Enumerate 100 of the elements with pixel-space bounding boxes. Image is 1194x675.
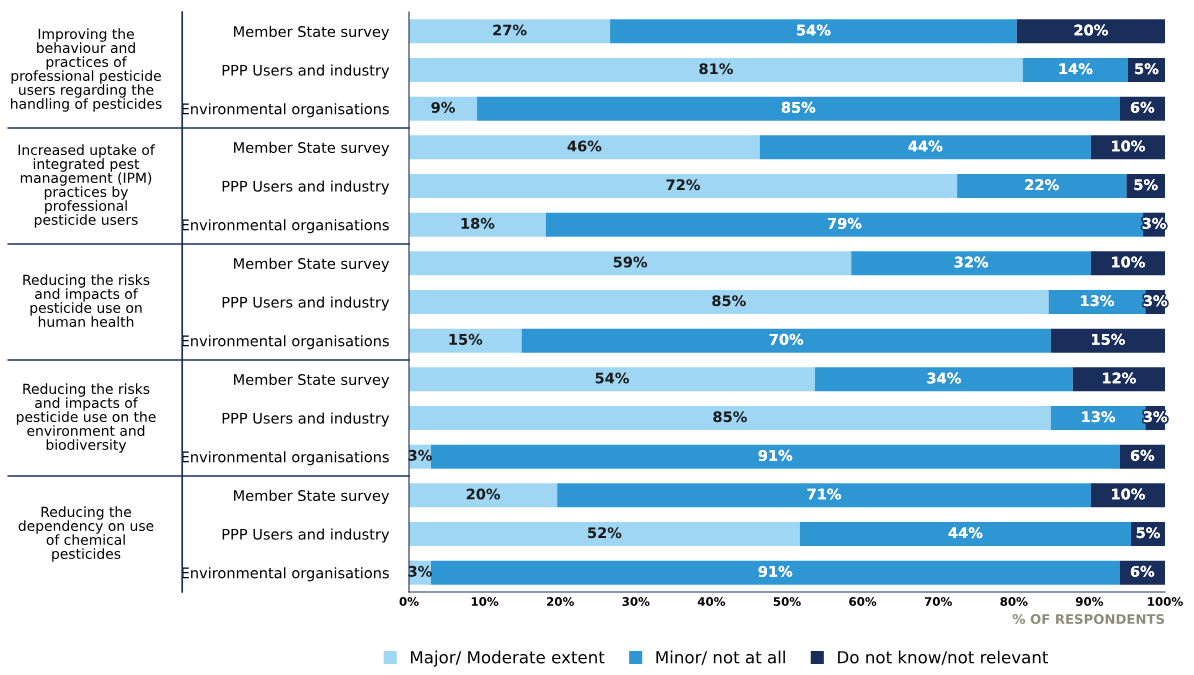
bar <box>409 522 800 546</box>
data-label: 85% <box>713 411 747 423</box>
y-tick-label: Environmental organisations <box>182 567 389 582</box>
data-label: 20% <box>466 488 501 500</box>
data-label: 54% <box>595 372 629 384</box>
data-label: 91% <box>758 565 793 577</box>
data-label: 10% <box>1112 256 1145 268</box>
bar <box>759 135 1091 160</box>
data-label: 15% <box>449 333 483 345</box>
bar <box>814 367 1073 392</box>
y-tick-label: PPP Users and industry <box>222 64 390 79</box>
x-tick-label: 50% <box>773 597 801 606</box>
bar <box>799 522 1131 546</box>
bar <box>409 135 760 160</box>
data-label: 85% <box>712 295 746 307</box>
y-tick-label: PPP Users and industry <box>222 180 390 195</box>
y-tick-label: Member State survey <box>234 257 390 272</box>
y-tick-label: Environmental organisations <box>182 451 389 466</box>
data-label: 13% <box>1081 295 1114 307</box>
bar <box>409 367 815 392</box>
y-tick-label: PPP Users and industry <box>222 412 390 427</box>
bar <box>409 251 852 276</box>
bar <box>409 212 546 237</box>
x-tick-label: 90% <box>1075 597 1104 606</box>
data-label: 70% <box>769 333 804 345</box>
data-label: 15% <box>1092 333 1125 345</box>
data-label: 54% <box>797 24 831 36</box>
data-label: 81% <box>699 63 733 75</box>
x-tick-label: 10% <box>471 597 499 606</box>
data-label: 9% <box>431 101 455 113</box>
data-label: 52% <box>588 527 622 539</box>
bar <box>521 328 1051 353</box>
x-tick-label: 20% <box>547 597 574 606</box>
y-tick-label: Environmental organisations <box>182 219 389 234</box>
x-tick-label: 40% <box>697 597 726 606</box>
bar <box>409 406 1051 430</box>
data-label: 71% <box>807 488 842 500</box>
bar <box>409 483 558 508</box>
text: Reducing the risks and impacts of pesticide use on human health <box>23 274 150 327</box>
bar <box>409 58 1023 82</box>
data-label: 27% <box>493 24 527 36</box>
bar <box>430 444 1120 469</box>
x-tick-label: 60% <box>849 597 877 606</box>
legend-label: Major/ Moderate extent <box>411 650 605 667</box>
bar <box>409 96 478 121</box>
bar <box>610 19 1017 44</box>
y-tick-label: Member State survey <box>234 141 390 156</box>
y-tick-label: Member State survey <box>234 25 390 40</box>
bar <box>545 212 1144 237</box>
data-label: 72% <box>666 179 701 191</box>
y-tick-label: Member State survey <box>234 489 390 504</box>
data-label: 5% <box>1135 63 1159 75</box>
bar <box>409 19 611 44</box>
y-tick-label: PPP Users and industry <box>222 296 390 311</box>
data-label: 79% <box>827 217 862 229</box>
data-label: 10% <box>1112 140 1145 152</box>
data-label: 46% <box>567 140 602 152</box>
data-label: 22% <box>1025 179 1059 191</box>
text: Improving the behaviour and practices of professional pesticide users regarding the handling of pesticides <box>11 28 162 112</box>
data-label: 5% <box>1134 179 1158 191</box>
data-label: 6% <box>1130 449 1155 461</box>
data-label: 10% <box>1112 488 1145 500</box>
y-tick-label: Environmental organisations <box>182 103 389 118</box>
x-tick-label: 100% <box>1148 597 1183 606</box>
data-label: 91% <box>758 449 793 461</box>
bar <box>851 251 1091 276</box>
bar <box>409 328 522 353</box>
x-tick-label: 80% <box>1000 597 1028 606</box>
text: Increased uptake of integrated pest management (IPM) practices by professional pesticide users <box>18 144 155 228</box>
data-label: 32% <box>954 256 989 268</box>
data-label: 44% <box>948 527 983 539</box>
bar <box>557 483 1091 508</box>
x-axis-title: % OF RESPONDENTS <box>1012 614 1165 625</box>
data-label: 13% <box>1082 411 1116 423</box>
bar <box>477 96 1120 121</box>
x-tick-label: 30% <box>622 597 650 606</box>
bar <box>409 174 958 198</box>
y-tick-label: Member State survey <box>234 373 390 388</box>
data-label: 18% <box>461 217 495 229</box>
data-label: 3% <box>408 449 432 461</box>
data-label: 59% <box>613 256 648 268</box>
data-label: 20% <box>1074 24 1108 36</box>
data-label: 3% <box>408 565 432 577</box>
bar <box>430 560 1120 585</box>
y-tick-label: Environmental organisations <box>182 335 389 350</box>
y-tick-label: PPP Users and industry <box>222 528 390 543</box>
legend-label: Minor/ not at all <box>656 650 785 665</box>
data-label: 12% <box>1103 372 1136 384</box>
data-label: 14% <box>1059 63 1093 75</box>
data-label: 44% <box>908 140 943 152</box>
data-label: 6% <box>1130 101 1155 113</box>
data-label: 5% <box>1136 527 1160 539</box>
legend-label: Do not know/not relevant <box>838 650 1049 665</box>
data-label: 34% <box>927 372 961 384</box>
x-tick-label: 70% <box>924 597 952 606</box>
bar <box>409 290 1049 314</box>
data-label: 6% <box>1130 565 1155 577</box>
text: Reducing the dependency on use of chemical pesticides <box>18 506 154 562</box>
data-label: 85% <box>781 101 816 113</box>
text: Reducing the risks and impacts of pesticide use on the environment and biodiversity <box>16 383 156 453</box>
